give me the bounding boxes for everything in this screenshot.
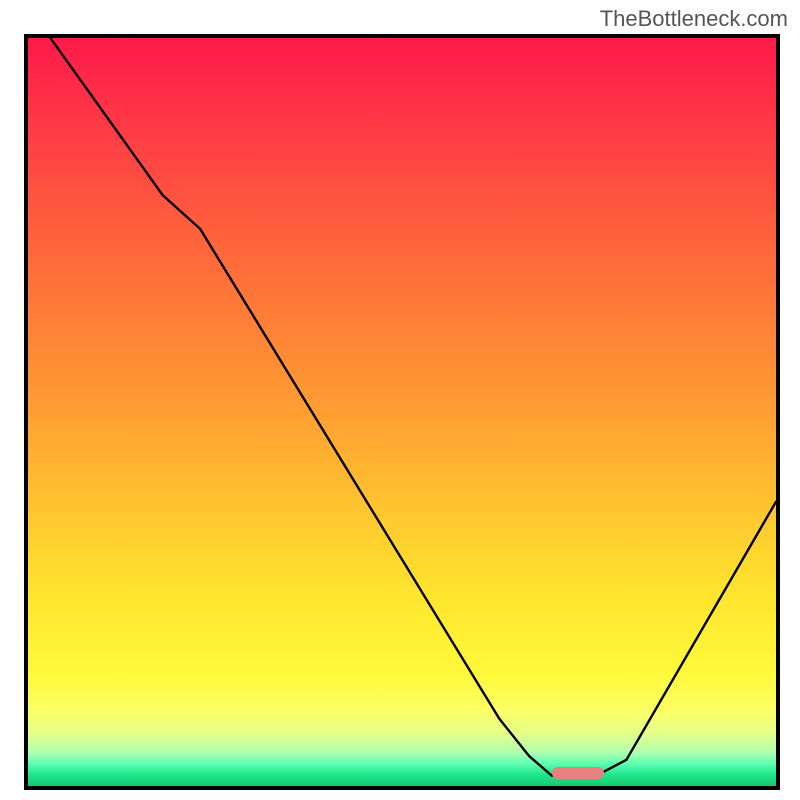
plot-frame xyxy=(24,34,780,790)
plot-inner xyxy=(28,38,776,786)
curve-line xyxy=(28,38,776,786)
watermark-text: TheBottleneck.com xyxy=(600,6,788,32)
chart-container: TheBottleneck.com xyxy=(0,0,800,800)
curve-path xyxy=(50,38,776,776)
highlight-marker xyxy=(552,767,604,779)
